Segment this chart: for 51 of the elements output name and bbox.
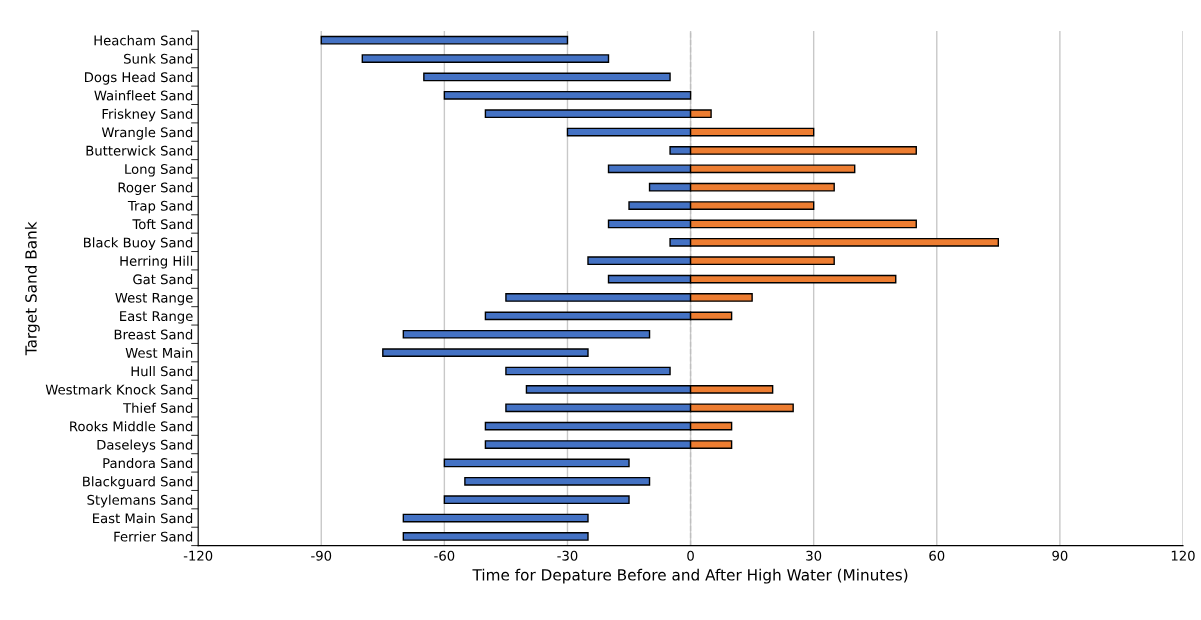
bar — [464, 476, 651, 486]
y-tick-label: Black Buoy Sand — [84, 237, 193, 251]
y-tick-label: Wrangle Sand — [101, 127, 193, 140]
x-tick-label: 0 — [687, 550, 694, 561]
y-tick-label: Breast Sand — [114, 329, 193, 340]
y-tick-label: East Main Sand — [93, 513, 193, 524]
x-tick-label: 90 — [1052, 550, 1068, 561]
bar — [402, 532, 589, 541]
y-axis-title: Target Sand Bank — [24, 221, 40, 356]
x-tick-label: 30 — [806, 550, 822, 561]
y-tick-label: Roger Sand — [118, 182, 193, 195]
y-tick-label: Westmark Knock Sand — [45, 384, 193, 395]
y-tick-label: Gat Sand — [133, 274, 193, 285]
y-tick-label: Long Sand — [125, 163, 193, 177]
x-tick-label: -30 — [557, 550, 578, 561]
y-tick-label: Ferrier Sand — [114, 531, 193, 542]
y-tick-label: Rooks Middle Sand — [70, 421, 193, 432]
y-tick-label: Dogs Head Sand — [85, 71, 193, 85]
x-tick-label: -60 — [434, 550, 455, 561]
y-tick-label: Stylemans Sand — [87, 494, 193, 508]
y-tick-label: Sunk Sand — [124, 53, 193, 64]
y-tick-label: Hull Sand — [131, 365, 193, 377]
y-tick-label: Pandora Sand — [103, 457, 193, 469]
bar — [402, 329, 651, 339]
y-tick-label: Friskney Sand — [102, 108, 193, 122]
y-tick-label: Thief Sand — [123, 402, 193, 413]
bar — [423, 72, 671, 82]
y-tick-label: Daseleys Sand — [97, 439, 193, 453]
bar — [443, 458, 630, 468]
bar — [320, 35, 569, 45]
bar — [443, 90, 692, 100]
bar — [505, 366, 671, 376]
bar — [361, 54, 610, 63]
y-tick-label: East Range — [120, 311, 193, 324]
y-tick-label: Toft Sand — [132, 218, 193, 230]
y-tick-label: Trap Sand — [127, 200, 193, 214]
y-tick-label: Heacham Sand — [94, 35, 193, 46]
bar — [382, 348, 589, 357]
bar — [402, 513, 589, 523]
y-tick-label: West Range — [115, 292, 193, 306]
y-tick-label: Herring Hill — [120, 255, 193, 269]
x-tick-label: 120 — [1171, 550, 1195, 561]
y-tick-label: Blackguard Sand — [83, 476, 193, 490]
y-tick-label: Wainfleet Sand — [94, 90, 193, 101]
y-tick-label: West Main — [125, 347, 193, 358]
x-axis-title: Time for Depature Before and After High Water (Minutes) — [472, 568, 908, 584]
bar — [443, 495, 630, 505]
x-tick-label: 60 — [929, 550, 945, 561]
x-tick-label: -120 — [183, 550, 213, 561]
y-tick-label: Butterwick Sand — [86, 145, 193, 156]
x-tick-label: -90 — [311, 550, 332, 561]
